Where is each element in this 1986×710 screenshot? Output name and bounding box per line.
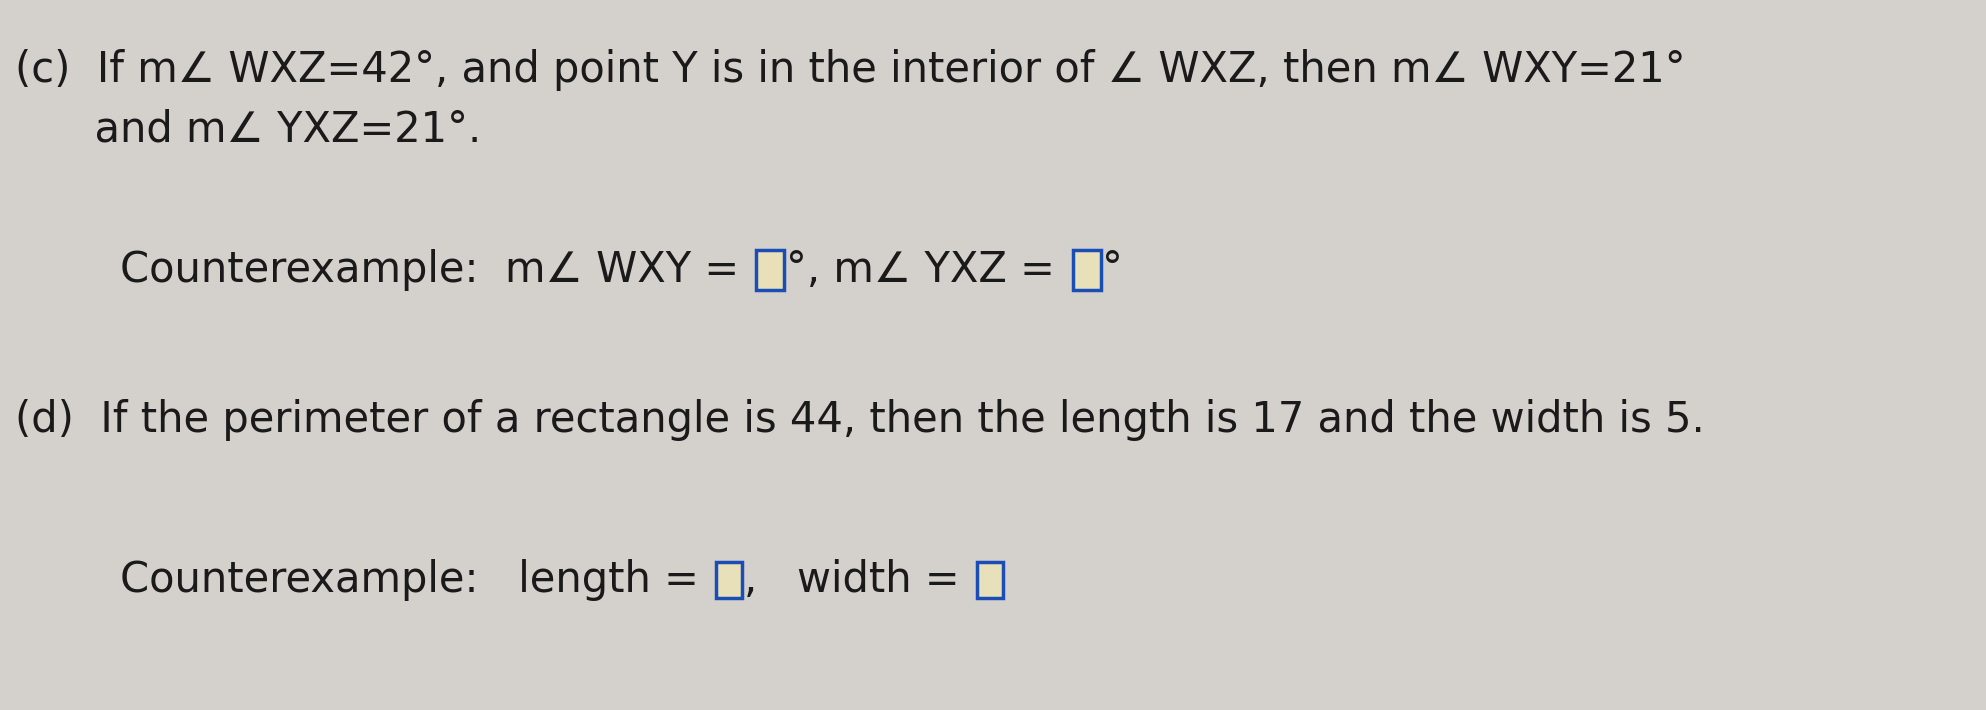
Text: Counterexample:   length =: Counterexample: length = — [119, 559, 713, 601]
Text: (d)  If the perimeter of a rectangle is 44, then the length is 17 and the width : (d) If the perimeter of a rectangle is 4… — [16, 399, 1704, 441]
FancyBboxPatch shape — [757, 250, 784, 290]
FancyBboxPatch shape — [977, 562, 1003, 598]
Text: °, m∠ YXZ =: °, m∠ YXZ = — [786, 249, 1068, 291]
FancyBboxPatch shape — [1072, 250, 1100, 290]
Text: Counterexample:  m∠ WXY =: Counterexample: m∠ WXY = — [119, 249, 753, 291]
Text: ,   width =: , width = — [745, 559, 973, 601]
Text: (c)  If m∠ WXZ=42°, and point Y is in the interior of ∠ WXZ, then m∠ WXY=21°: (c) If m∠ WXZ=42°, and point Y is in the… — [16, 49, 1686, 91]
FancyBboxPatch shape — [717, 562, 743, 598]
Text: °: ° — [1102, 249, 1124, 291]
Text: and m∠ YXZ=21°.: and m∠ YXZ=21°. — [16, 109, 481, 151]
